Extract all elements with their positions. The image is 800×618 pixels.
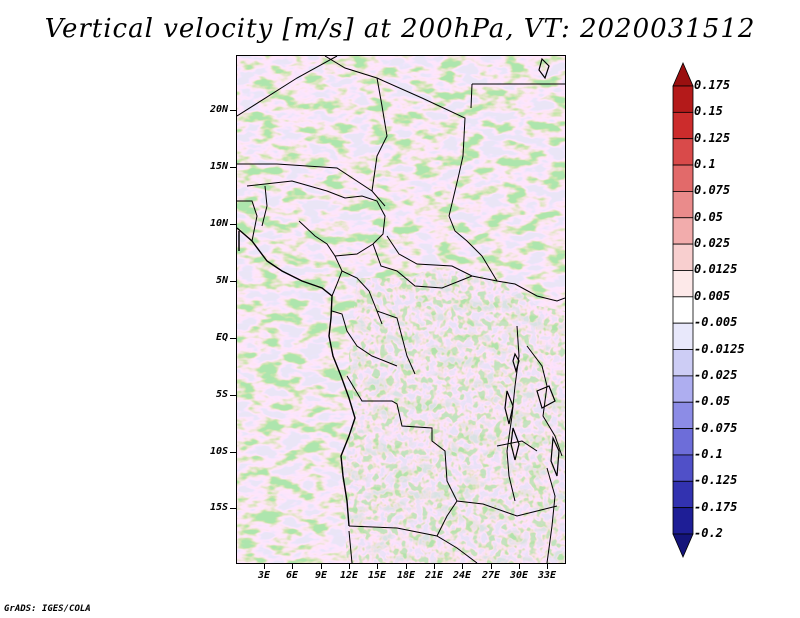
colorbar-segment [672, 270, 694, 298]
colorbar-segment [672, 85, 694, 113]
tick [230, 110, 236, 111]
colorbar-segment [672, 191, 694, 219]
map-title: Vertical velocity [m/s] at 200hPa, VT: 2… [44, 14, 756, 44]
tick [230, 508, 236, 509]
colorbar-segment [672, 401, 694, 429]
map-plot-area [236, 55, 566, 564]
tick [230, 452, 236, 453]
tick [230, 338, 236, 339]
colorbar-label: 0.15 [694, 104, 723, 119]
tick [377, 563, 378, 569]
colorbar-segment [672, 454, 694, 482]
colorbar-segment [672, 349, 694, 377]
colorbar-segment [672, 164, 694, 192]
lon-label: 21E [424, 570, 444, 581]
lon-label: 30E [509, 570, 529, 581]
colorbar-label: -0.2 [694, 526, 723, 540]
tick [230, 395, 236, 396]
colorbar-label: -0.05 [694, 394, 731, 409]
colorbar-label: -0.005 [694, 315, 738, 330]
tick [321, 563, 322, 569]
colorbar-label: 0.075 [694, 183, 731, 198]
coastline [237, 227, 356, 527]
tick [519, 563, 520, 569]
colorbar-segment [672, 296, 694, 324]
colorbar-segment [672, 62, 694, 87]
colorbar-label: -0.125 [694, 473, 738, 488]
colorbar [672, 62, 694, 558]
colorbar-segment [672, 375, 694, 403]
lon-label: 24E [452, 570, 472, 581]
colorbar-label: 0.1 [694, 157, 716, 172]
tick [547, 563, 548, 569]
tick [230, 167, 236, 168]
colorbar-segment [672, 243, 694, 271]
tick [264, 563, 265, 569]
colorbar-label: -0.0125 [694, 341, 745, 356]
colorbar-segment [672, 138, 694, 166]
tick [434, 563, 435, 569]
lat-label: 20N [209, 104, 228, 115]
colorbar-label: 0.025 [694, 236, 731, 251]
tick [491, 563, 492, 569]
lon-label: 27E [481, 570, 501, 581]
colorbar-label: -0.175 [694, 499, 738, 514]
lat-label: EQ [215, 332, 228, 343]
country-borders [237, 56, 565, 563]
colorbar-scale [672, 62, 694, 558]
tick [462, 563, 463, 569]
colorbar-label: 0.0125 [694, 262, 738, 277]
colorbar-segment [672, 507, 694, 535]
colorbar-segment [672, 428, 694, 456]
tick [292, 563, 293, 569]
lat-label: 10N [209, 218, 228, 229]
tick [230, 281, 236, 282]
colorbar-label: -0.1 [694, 446, 723, 461]
velocity-field-map [237, 56, 565, 563]
colorbar-segment [672, 322, 694, 350]
lon-label: 15E [367, 570, 387, 581]
lat-label: 15S [209, 502, 228, 513]
lat-label: 15N [209, 161, 228, 172]
lon-label: 12E [339, 570, 359, 581]
tick [230, 224, 236, 225]
colorbar-label: 0.005 [694, 288, 731, 303]
lat-label: 5N [215, 275, 228, 286]
lat-label: 5S [215, 389, 228, 400]
colorbar-label: 0.05 [694, 209, 723, 224]
grads-footer: GrADS: IGES/COLA [4, 604, 91, 614]
lat-label: 10S [209, 446, 228, 457]
lakes [504, 57, 560, 477]
lon-label: 3E [257, 570, 271, 581]
colorbar-label: -0.025 [694, 367, 738, 382]
colorbar-segment [672, 111, 694, 140]
lon-label: 9E [314, 570, 328, 581]
lon-label: 6E [285, 570, 299, 581]
colorbar-label: 0.175 [694, 78, 731, 92]
tick [406, 563, 407, 569]
colorbar-segment [672, 480, 694, 509]
lon-label: 18E [396, 570, 416, 581]
colorbar-label: -0.075 [694, 420, 738, 435]
colorbar-label: 0.125 [694, 130, 731, 145]
lon-label: 33E [537, 570, 557, 581]
colorbar-segment [672, 217, 694, 245]
tick [349, 563, 350, 569]
colorbar-segment [672, 533, 694, 558]
